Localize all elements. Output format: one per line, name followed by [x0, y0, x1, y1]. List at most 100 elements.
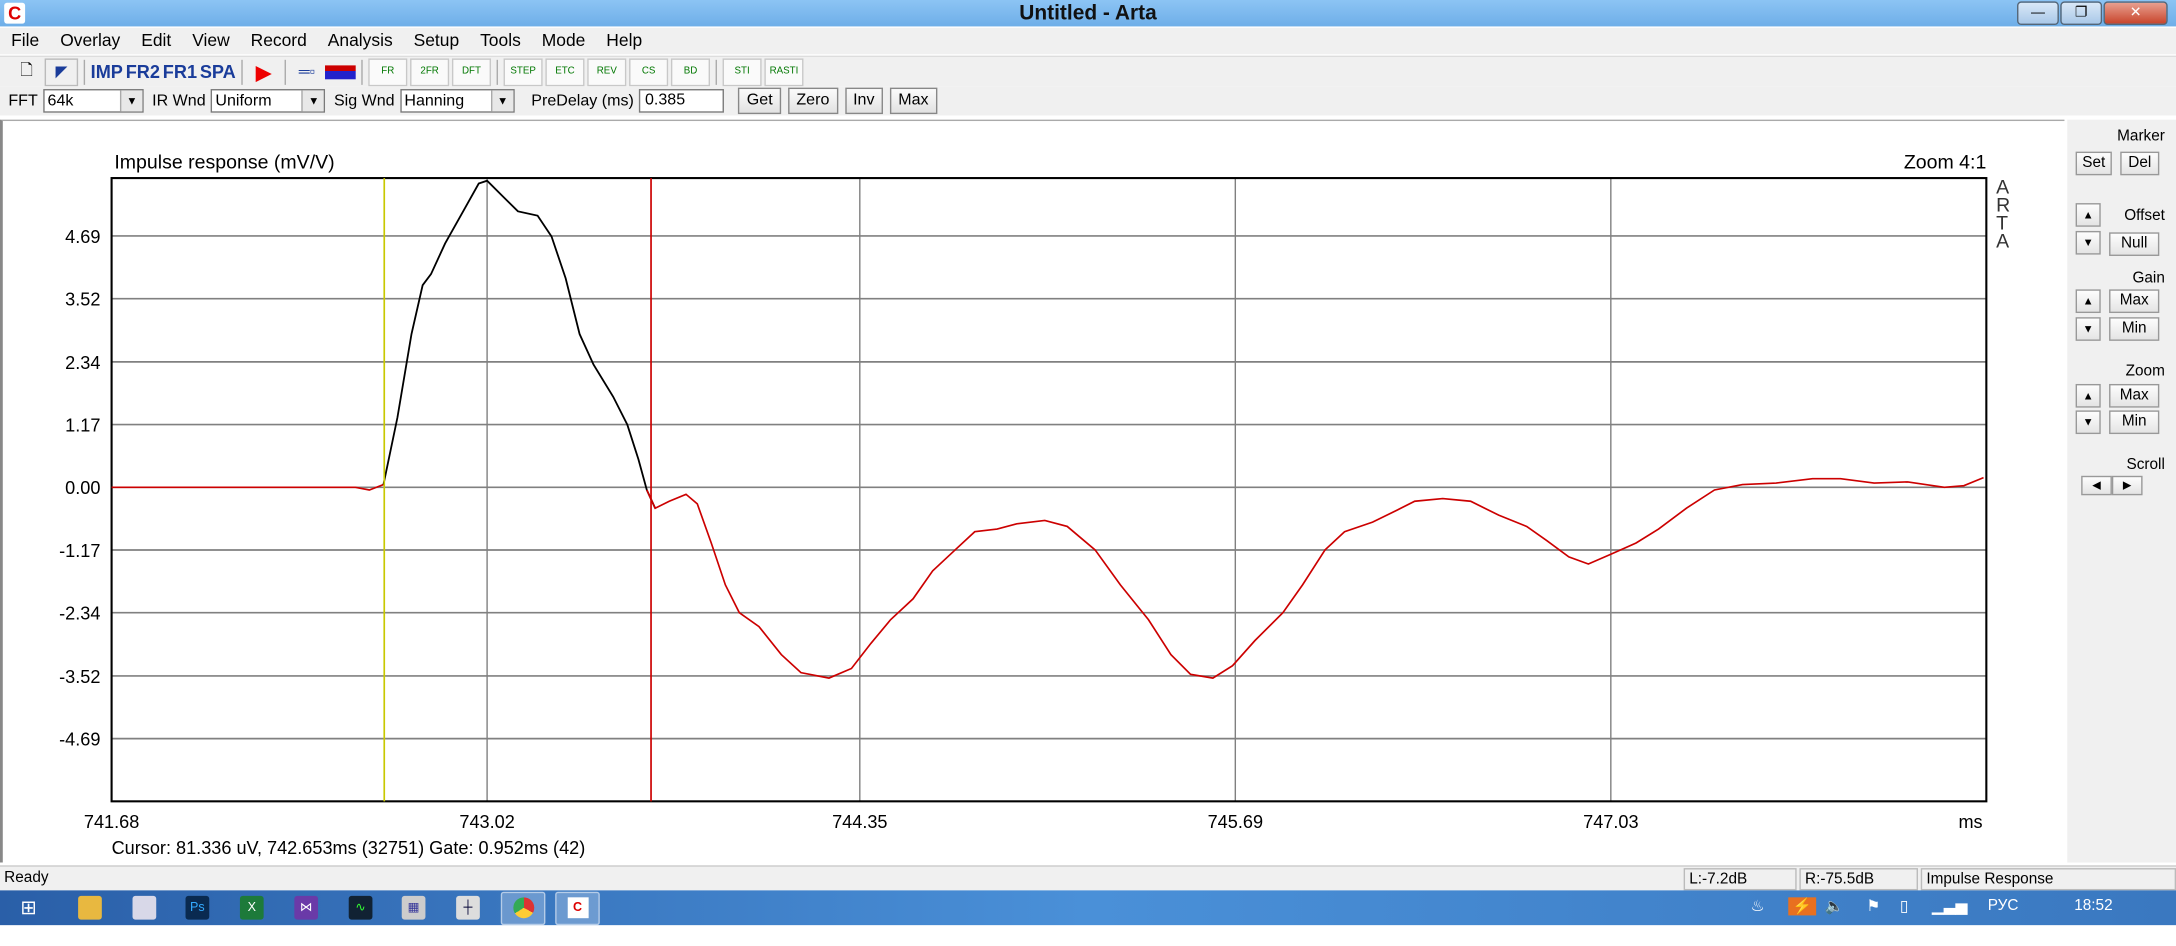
menu-view[interactable]: View [192, 30, 230, 51]
new-file-icon[interactable]: 🗋 [20, 62, 33, 80]
spectrum-icon[interactable] [325, 64, 356, 79]
fft-label: FFT [8, 92, 38, 110]
menu-edit[interactable]: Edit [141, 30, 172, 51]
zero-button[interactable]: Zero [788, 87, 838, 115]
flag-icon[interactable]: ⚑ [1866, 898, 1881, 916]
zoom-down-button[interactable]: ▼ [2075, 410, 2101, 435]
gain-min-button[interactable]: Min [2109, 317, 2160, 341]
menu-file[interactable]: File [11, 30, 40, 51]
toolbar: 🗋 ◤ IMP FR2 FR1 SPA ▶ ═▫ FR 2FR DFT STEP… [0, 55, 2176, 87]
ir-wnd-value: Uniform [215, 92, 272, 110]
rev-icon[interactable]: REV [587, 57, 627, 86]
y-tick-label: -1.17 [59, 541, 100, 561]
probe-icon[interactable]: ═▫ [298, 63, 316, 80]
2fr-icon[interactable]: 2FR [410, 57, 450, 86]
maximize-button[interactable]: ❐ [2060, 1, 2103, 26]
scroll-left-button[interactable]: ◀ [2081, 475, 2112, 496]
y-tick-label: -3.52 [59, 667, 100, 687]
tray-flash-icon[interactable]: ⚡ [1788, 897, 1816, 916]
marker-del-button[interactable]: Del [2120, 151, 2160, 176]
plot-panel[interactable]: 741.68 743.02 744.35 745.69 747.03 4.69 3.52 2.… [0, 119, 2065, 863]
close-button[interactable]: ✕ [2103, 1, 2168, 26]
zoom-max-button[interactable]: Max [2109, 383, 2160, 408]
etc-icon[interactable]: ETC [545, 57, 585, 86]
minimize-button[interactable]: — [2017, 1, 2059, 26]
start-icon[interactable]: ⊞ [20, 895, 37, 919]
max-button[interactable]: Max [889, 87, 937, 115]
get-button[interactable]: Get [738, 87, 782, 115]
signal-icon[interactable]: ▁▃▅ [1931, 898, 1968, 916]
impulse-button[interactable]: IMP [90, 61, 123, 83]
step-icon[interactable]: STEP [503, 57, 543, 86]
chevron-down-icon[interactable]: ▼ [301, 90, 325, 112]
arta-logo-icon[interactable]: C [4, 2, 26, 24]
cursor-readout: Cursor: 81.336 uV, 742.653ms (32751) Gat… [112, 838, 586, 858]
rasti-icon[interactable]: RASTI [764, 57, 804, 86]
calculator-icon[interactable]: ▦ [401, 895, 426, 920]
oscilloscope-icon[interactable]: ∿ [348, 895, 373, 920]
chrome-icon[interactable] [500, 891, 546, 926]
predelay-input[interactable]: 0.385 [639, 89, 725, 113]
offset-null-button[interactable]: Null [2109, 232, 2160, 256]
menu-analysis[interactable]: Analysis [327, 30, 393, 51]
gain-up-button[interactable]: ▲ [2075, 289, 2101, 314]
zoom-up-button[interactable]: ▲ [2075, 383, 2101, 408]
tool-icon[interactable]: ┼ [456, 895, 480, 920]
menu-record[interactable]: Record [250, 30, 307, 51]
x-tick-label: 747.03 [1583, 812, 1638, 832]
x-tick-label: 743.02 [459, 812, 514, 832]
tray-app-icon[interactable]: ♨ [1750, 898, 1765, 916]
spa-button[interactable]: SPA [199, 61, 236, 83]
play-icon[interactable]: ▶ [255, 60, 272, 85]
battery-icon[interactable]: ▯ [1899, 898, 1909, 916]
status-bar: Ready L:-7.2dB R:-75.5dB Impulse Respons… [0, 865, 2176, 891]
fft-select[interactable]: 64k ▼ [43, 89, 144, 113]
clock[interactable]: 18:52 [2074, 897, 2113, 915]
zoom-min-button[interactable]: Min [2109, 410, 2160, 435]
menu-help[interactable]: Help [606, 30, 643, 51]
gain-down-button[interactable]: ▼ [2075, 317, 2101, 341]
y-tick-label: 2.34 [65, 353, 100, 373]
sig-wnd-select[interactable]: Hanning ▼ [400, 89, 515, 113]
paint-icon[interactable] [132, 895, 157, 920]
gain-max-button[interactable]: Max [2109, 289, 2160, 314]
inv-button[interactable]: Inv [844, 87, 883, 115]
bd-icon[interactable]: BD [670, 57, 711, 86]
photoshop-icon[interactable]: Ps [185, 895, 210, 920]
pointer-icon[interactable]: ◤ [44, 57, 79, 86]
arta-taskbar-icon[interactable]: C [555, 891, 600, 926]
menu-setup[interactable]: Setup [413, 30, 460, 51]
ir-wnd-select[interactable]: Uniform ▼ [211, 89, 326, 113]
fr-icon[interactable]: FR [368, 57, 408, 86]
fr1-button[interactable]: FR1 [162, 61, 198, 83]
visual-studio-icon[interactable]: ⋈ [294, 895, 319, 920]
menu-mode[interactable]: Mode [541, 30, 586, 51]
explorer-icon[interactable] [78, 895, 102, 920]
chevron-down-icon[interactable]: ▼ [490, 90, 514, 112]
menu-overlay[interactable]: Overlay [60, 30, 121, 51]
plot-area [111, 178, 1987, 802]
y-tick-label: 1.17 [65, 416, 100, 436]
impulse-curve-post [646, 476, 1984, 679]
language-indicator[interactable]: РУС [1987, 897, 2019, 915]
offset-down-button[interactable]: ▼ [2075, 230, 2101, 255]
impulse-curve-windowed [382, 179, 657, 509]
fr2-button[interactable]: FR2 [125, 61, 160, 83]
offset-up-button[interactable]: ▲ [2075, 203, 2101, 227]
cs-icon[interactable]: CS [629, 57, 669, 86]
y-tick-label: -2.34 [59, 604, 100, 624]
menu-tools[interactable]: Tools [480, 30, 521, 51]
y-tick-label: 4.69 [65, 227, 100, 247]
sig-wnd-label: Sig Wnd [333, 92, 395, 110]
volume-icon[interactable]: 🔈 [1824, 898, 1844, 916]
excel-icon[interactable]: X [239, 895, 264, 920]
chevron-down-icon[interactable]: ▼ [120, 90, 143, 112]
marker-set-button[interactable]: Set [2075, 151, 2112, 176]
impulse-response-chart[interactable]: 741.68 743.02 744.35 745.69 747.03 4.69 3.52 2.… [3, 121, 2065, 863]
window-title: Untitled - Arta [1019, 1, 1157, 26]
sti-icon[interactable]: STI [722, 57, 762, 86]
scroll-right-button[interactable]: ▶ [2111, 475, 2143, 496]
y-tick-label: 3.52 [65, 290, 100, 310]
scroll-label: Scroll [2126, 456, 2165, 474]
dft-icon[interactable]: DFT [451, 57, 492, 86]
